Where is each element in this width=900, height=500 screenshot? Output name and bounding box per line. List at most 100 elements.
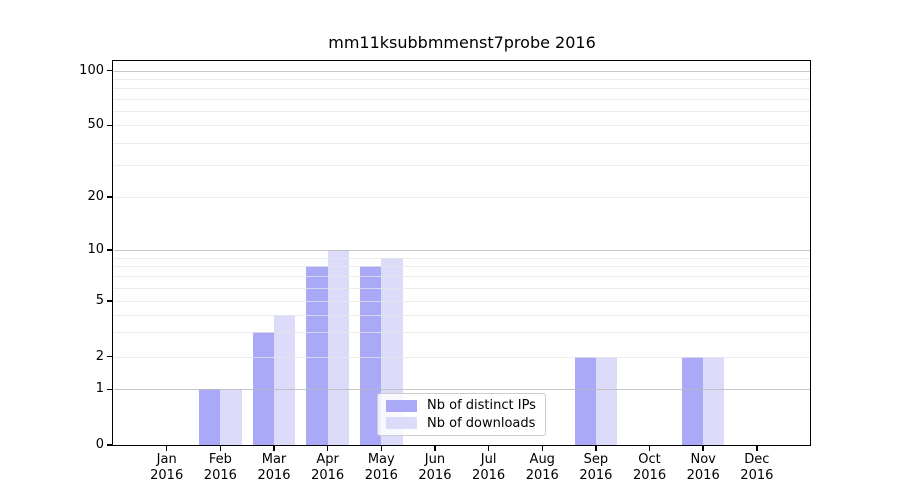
y-tick-20 (107, 196, 112, 198)
x-tick-month: Sep (583, 452, 609, 467)
y-tick-0 (107, 444, 112, 446)
chart-title: mm11ksubbmmenst7probe 2016 (328, 33, 596, 52)
gridline-minor-20 (113, 197, 810, 198)
x-tick-year: 2016 (150, 468, 184, 483)
x-tick-label-dec: Dec 2016 (725, 452, 789, 484)
y-tick-2 (107, 355, 112, 358)
x-tick-dec (756, 446, 758, 451)
legend: Nb of distinct IPs Nb of downloads (377, 393, 546, 436)
x-tick-month: Dec (744, 452, 770, 467)
x-tick-month: Jan (156, 452, 177, 467)
x-tick-label-jul: Jul 2016 (457, 452, 521, 484)
x-tick-year: 2016 (686, 468, 720, 483)
y-tick-label-50: 50 (87, 117, 104, 133)
gridline-minor-8 (113, 266, 810, 268)
x-tick-year: 2016 (418, 468, 452, 483)
y-tick-label-100: 100 (79, 62, 104, 78)
x-tick-month: Apr (316, 452, 339, 467)
legend-item-distinct-ips: Nb of distinct IPs (386, 398, 537, 413)
legend-item-downloads: Nb of downloads (386, 416, 537, 431)
gridline-major-1 (113, 389, 810, 391)
x-tick-label-nov: Nov 2016 (671, 452, 735, 484)
x-tick-year: 2016 (257, 468, 291, 483)
x-tick-label-sep: Sep 2016 (564, 452, 628, 484)
bar-downloads-apr (327, 250, 349, 445)
x-tick-jul (487, 446, 490, 451)
legend-label-distinct-ips: Nb of distinct IPs (427, 398, 536, 414)
y-tick-label-10: 10 (87, 242, 104, 257)
bar-distinct-ips-feb (199, 389, 221, 445)
y-tick-label-20: 20 (87, 189, 104, 204)
x-tick-month: Mar (261, 452, 287, 467)
gridline-minor-7 (113, 276, 810, 278)
y-tick-5 (107, 300, 112, 302)
x-tick-nov (702, 446, 704, 451)
x-tick-year: 2016 (740, 468, 774, 483)
gridline-minor-40 (113, 142, 810, 144)
x-tick-feb (219, 446, 222, 451)
gridline-minor-60 (113, 110, 810, 112)
bar-distinct-ips-apr (306, 266, 328, 445)
x-tick-year: 2016 (525, 468, 559, 483)
bar-distinct-ips-sep (574, 356, 596, 445)
x-tick-month: Jun (424, 452, 446, 467)
legend-swatch-distinct-ips (386, 399, 417, 412)
y-tick-10 (107, 249, 112, 251)
x-tick-month: Oct (638, 452, 661, 467)
y-tick-50 (107, 124, 112, 127)
gridline-minor-2 (113, 356, 810, 358)
x-tick-month: Nov (690, 452, 716, 467)
y-tick-1 (107, 388, 112, 391)
x-tick-apr (326, 446, 329, 451)
x-tick-year: 2016 (579, 468, 613, 483)
x-tick-jan (165, 446, 168, 451)
gridline-minor-9 (113, 257, 810, 259)
gridline-minor-70 (113, 98, 810, 100)
x-tick-may (380, 446, 383, 451)
x-tick-label-jan: Jan 2016 (135, 452, 199, 484)
y-tick-label-2: 2 (95, 348, 104, 364)
x-tick-label-oct: Oct 2016 (618, 452, 682, 484)
x-tick-year: 2016 (203, 468, 237, 483)
bar-distinct-ips-nov (681, 356, 704, 445)
x-tick-label-aug: Aug 2016 (510, 452, 574, 484)
bar-downloads-nov (703, 356, 725, 445)
x-tick-label-feb: Feb 2016 (188, 452, 252, 484)
x-tick-mar (273, 446, 275, 451)
gridline-minor-30 (113, 165, 810, 167)
y-tick-label-0: 0 (95, 437, 104, 452)
legend-label-downloads: Nb of downloads (427, 415, 536, 431)
y-tick-100 (107, 69, 112, 72)
gridline-minor-4 (113, 314, 810, 316)
gridline-minor-6 (113, 287, 810, 289)
x-tick-year: 2016 (311, 468, 345, 483)
gridline-major-100 (113, 70, 810, 72)
x-tick-month: May (367, 452, 395, 467)
x-tick-oct (648, 446, 651, 451)
gridline-major-10 (113, 250, 810, 251)
x-tick-jun (434, 446, 436, 451)
gridline-minor-3 (113, 332, 810, 334)
x-tick-label-mar: Mar 2016 (242, 452, 306, 484)
bar-distinct-ips-mar (252, 332, 274, 445)
x-tick-sep (595, 446, 597, 451)
x-tick-label-jun: Jun 2016 (403, 452, 467, 484)
x-tick-year: 2016 (364, 468, 398, 483)
x-tick-month: Feb (208, 452, 232, 467)
x-tick-year: 2016 (472, 468, 506, 483)
x-tick-year: 2016 (633, 468, 667, 483)
x-tick-aug (541, 446, 543, 451)
gridline-minor-90 (113, 78, 810, 80)
x-tick-month: Jul (480, 452, 497, 467)
y-tick-label-1: 1 (95, 381, 104, 397)
gridline-minor-80 (113, 88, 810, 90)
x-tick-label-may: May 2016 (349, 452, 413, 484)
bar-downloads-sep (595, 356, 618, 445)
bar-downloads-mar (274, 314, 296, 445)
gridline-minor-5 (113, 301, 810, 302)
x-tick-label-apr: Apr 2016 (296, 452, 360, 484)
y-tick-label-5: 5 (95, 293, 104, 308)
bar-downloads-feb (220, 389, 242, 445)
bar-distinct-ips-may (360, 266, 382, 445)
